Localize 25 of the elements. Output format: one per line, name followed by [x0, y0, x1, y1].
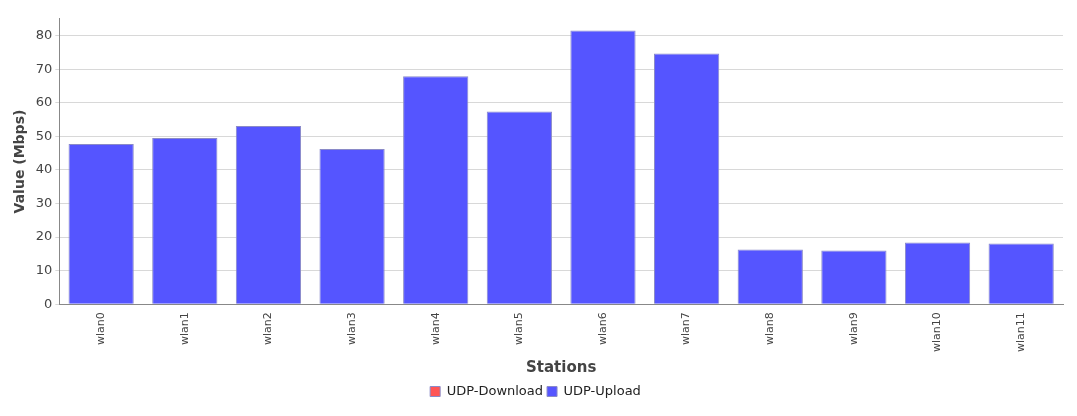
x-tick-label: wlan7 — [679, 312, 693, 345]
y-tick-label: 50 — [35, 127, 53, 143]
y-tick-label: 80 — [35, 26, 53, 42]
x-tick-label: wlan5 — [512, 312, 526, 345]
y-tick-label: 20 — [35, 228, 53, 244]
x-tick-label: wlan8 — [763, 312, 777, 345]
y-tick-label: 60 — [35, 94, 53, 110]
y-axis-title: Value (Mbps) — [11, 109, 28, 214]
x-tick-label: wlan3 — [344, 312, 358, 345]
x-tick-label: wlan11 — [1014, 312, 1028, 352]
legend-label: UDP-Download — [446, 382, 544, 398]
y-tick-label: 70 — [35, 60, 53, 76]
x-tick-label: wlan1 — [177, 312, 191, 345]
x-axis-title: Stations — [526, 357, 597, 376]
y-tick-label: 40 — [35, 161, 53, 177]
y-tick-label: 10 — [35, 262, 53, 278]
x-tick-label: wlan9 — [846, 312, 860, 345]
y-tick-label: 30 — [35, 194, 53, 210]
x-tick-label: wlan2 — [261, 312, 275, 345]
x-tick-label: wlan0 — [94, 312, 108, 345]
x-tick-label: wlan6 — [595, 312, 609, 345]
x-tick-label: wlan10 — [930, 312, 944, 352]
legend-label: UDP-Upload — [563, 382, 641, 398]
x-tick-label: wlan4 — [428, 312, 442, 345]
y-tick-label: 0 — [44, 295, 53, 311]
